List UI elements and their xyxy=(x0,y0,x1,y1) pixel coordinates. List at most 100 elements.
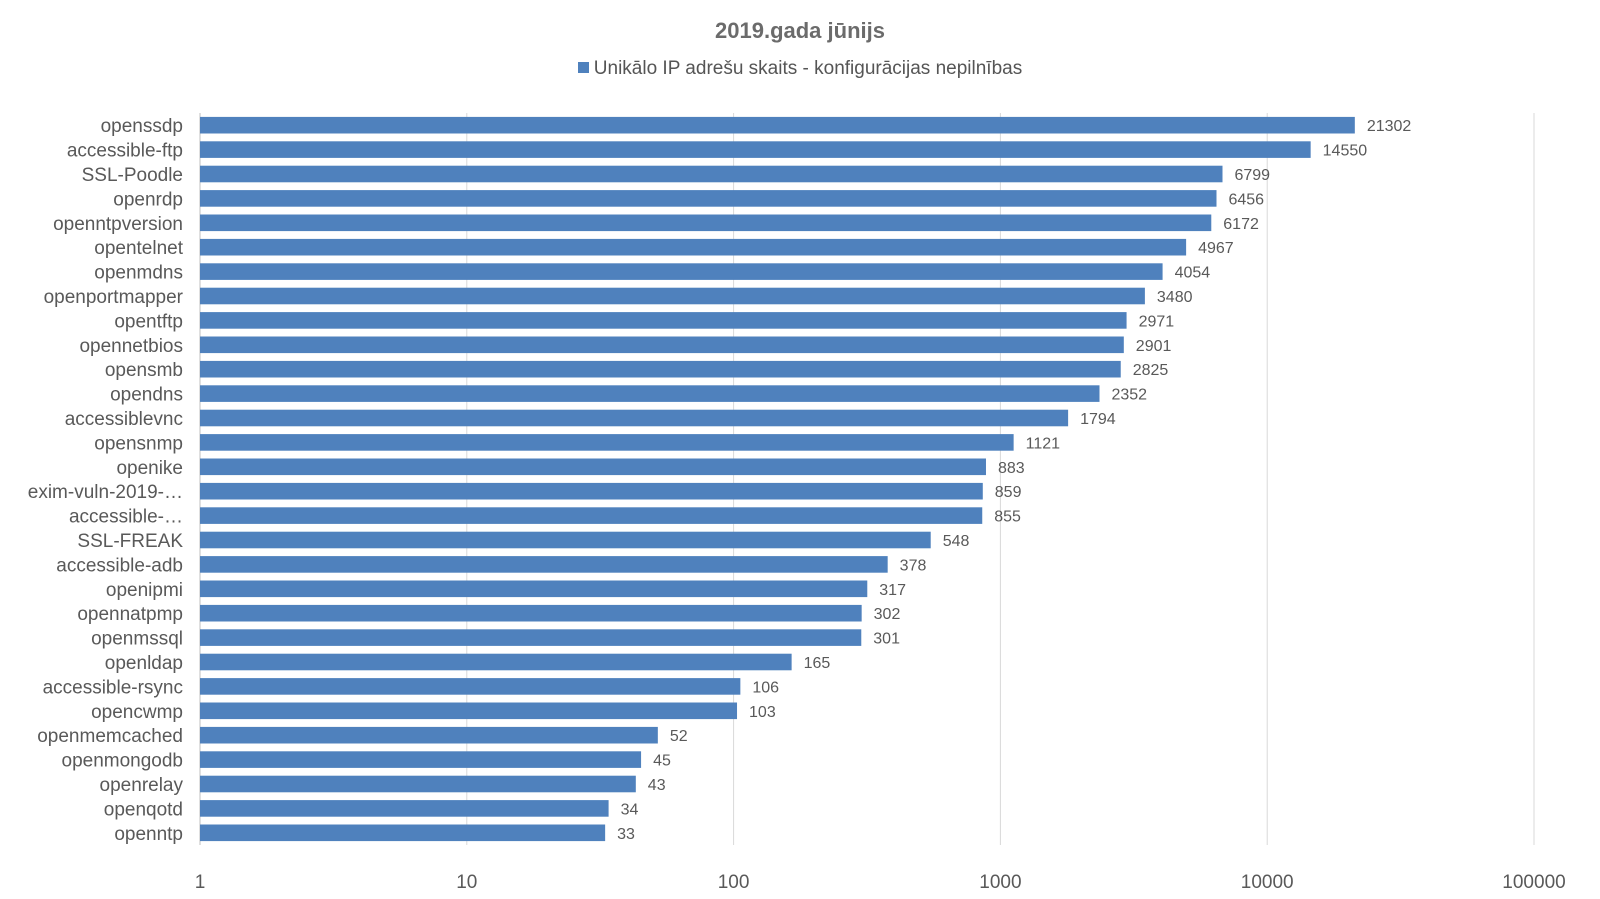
category-label: openldap xyxy=(105,653,183,674)
category-label: exim-vuln-2019-… xyxy=(28,482,183,503)
category-label: openmdns xyxy=(94,263,183,284)
data-label: 52 xyxy=(670,728,688,745)
category-label: opencwmp xyxy=(91,702,183,723)
bar xyxy=(200,556,888,573)
category-label: accessible-adb xyxy=(56,555,183,576)
bar xyxy=(200,141,1311,158)
x-tick-label: 1000 xyxy=(979,872,1021,893)
bar xyxy=(200,287,1145,305)
bar xyxy=(200,263,1163,280)
data-label: 6456 xyxy=(1228,191,1264,208)
x-tick-label: 100 xyxy=(718,872,750,893)
category-label: openmemcached xyxy=(37,726,183,747)
data-label: 317 xyxy=(879,582,906,599)
category-label: openportmapper xyxy=(44,287,184,308)
data-label: 103 xyxy=(749,704,776,721)
bar xyxy=(200,482,983,500)
category-label: opendns xyxy=(110,385,183,406)
data-label: 883 xyxy=(998,460,1025,477)
bar xyxy=(200,385,1100,402)
bar xyxy=(200,726,658,744)
category-label: opentelnet xyxy=(94,238,183,259)
data-label: 45 xyxy=(653,753,671,770)
category-label: openntp xyxy=(114,824,183,845)
category-label: opensnmp xyxy=(94,433,183,454)
bar xyxy=(200,702,738,720)
data-label: 4967 xyxy=(1198,240,1234,257)
data-label: 378 xyxy=(900,557,927,574)
bar xyxy=(200,800,609,817)
x-tick-label: 10000 xyxy=(1241,872,1294,893)
category-label: openqotd xyxy=(104,799,183,820)
x-tick-label: 100000 xyxy=(1502,872,1565,893)
bar xyxy=(200,507,983,524)
bar xyxy=(200,751,642,768)
category-label: opentftp xyxy=(114,311,183,332)
bar xyxy=(200,360,1121,378)
bar xyxy=(200,409,1069,427)
bar xyxy=(200,214,1212,232)
category-label: openike xyxy=(116,458,183,479)
category-label: opennatpmp xyxy=(77,604,183,625)
x-tick-label: 10 xyxy=(456,872,477,893)
legend[interactable]: Unikālo IP adrešu skaits - konfigurācija… xyxy=(0,58,1600,80)
bar xyxy=(200,604,862,622)
category-label: openipmi xyxy=(106,580,183,601)
category-label: accessible-… xyxy=(69,507,183,528)
category-label: opensmb xyxy=(105,360,183,381)
legend-swatch xyxy=(577,62,589,73)
data-label: 548 xyxy=(943,533,970,550)
data-label: 2971 xyxy=(1139,313,1175,330)
data-label: 1121 xyxy=(1026,435,1061,452)
category-label: openmssql xyxy=(91,629,183,650)
bar xyxy=(200,653,792,671)
category-label: accessible-ftp xyxy=(67,141,183,162)
bar xyxy=(200,775,636,793)
data-label: 33 xyxy=(617,826,635,843)
category-label: SSL-FREAK xyxy=(77,531,183,552)
category-label: opennetbios xyxy=(79,336,183,357)
data-label: 1794 xyxy=(1080,411,1116,428)
bar xyxy=(200,824,606,842)
category-label: accessible-rsync xyxy=(43,677,183,698)
bar xyxy=(200,434,1014,451)
data-label: 301 xyxy=(873,631,900,648)
data-label: 2825 xyxy=(1133,362,1169,379)
bar xyxy=(200,238,1187,256)
bar xyxy=(200,580,868,598)
x-tick-label: 1 xyxy=(195,872,206,893)
data-label: 859 xyxy=(995,484,1022,501)
data-label: 21302 xyxy=(1367,118,1412,135)
category-label: openssdp xyxy=(101,116,183,137)
category-label: openntpversion xyxy=(53,214,183,235)
category-label: SSL-Poodle xyxy=(82,165,183,186)
data-label: 6799 xyxy=(1234,167,1270,184)
bar xyxy=(200,531,931,549)
chart-title: 2019.gada jūnijs xyxy=(715,18,885,43)
bar xyxy=(200,458,986,476)
data-label: 2901 xyxy=(1136,338,1172,355)
category-label: openrdp xyxy=(113,189,183,210)
data-label: 2352 xyxy=(1111,387,1147,404)
data-label: 3480 xyxy=(1157,289,1193,306)
category-label: openrelay xyxy=(100,775,184,796)
data-label: 43 xyxy=(648,777,666,794)
bar xyxy=(200,336,1124,354)
data-label: 302 xyxy=(874,606,901,623)
data-label: 4054 xyxy=(1175,265,1211,282)
data-label: 106 xyxy=(752,679,779,696)
bar xyxy=(200,116,1355,134)
data-label: 855 xyxy=(994,509,1021,526)
category-label: openmongodb xyxy=(62,751,184,772)
data-label: 14550 xyxy=(1323,143,1368,160)
bar xyxy=(200,629,862,646)
data-label: 165 xyxy=(804,655,831,672)
data-label: 6172 xyxy=(1223,216,1259,233)
bar xyxy=(200,678,741,695)
data-label: 34 xyxy=(621,801,639,818)
legend-label: Unikālo IP adrešu skaits - konfigurācija… xyxy=(593,58,1023,79)
bar xyxy=(200,165,1223,183)
bar xyxy=(200,312,1127,329)
category-label: accessiblevnc xyxy=(65,409,183,430)
